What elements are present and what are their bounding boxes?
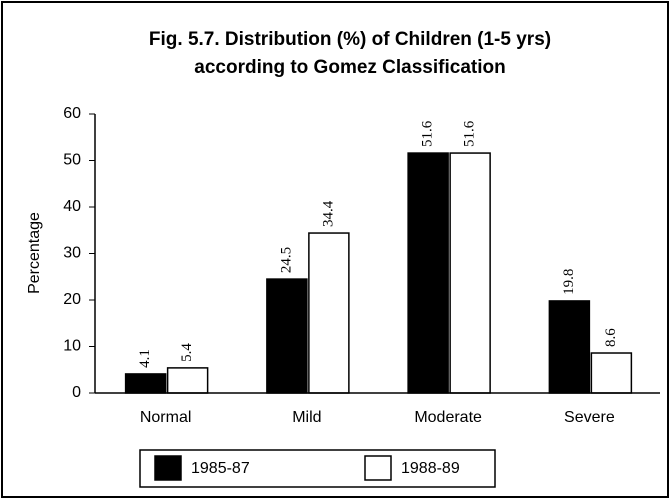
data-label: 4.1	[137, 349, 153, 368]
bar	[590, 352, 633, 394]
x-tick-label: Moderate	[414, 409, 482, 426]
chart-title: according to Gomez Classification	[194, 57, 505, 78]
legend-swatch	[154, 455, 182, 481]
y-tick-label: 40	[63, 198, 81, 215]
y-tick-label: 20	[63, 291, 81, 308]
data-label: 51.6	[420, 120, 436, 147]
bar	[308, 232, 350, 394]
bar	[407, 152, 449, 394]
bar	[266, 278, 308, 394]
y-tick-label: 50	[63, 152, 81, 169]
data-label: 51.6	[462, 120, 478, 147]
chart-title: Fig. 5.7. Distribution (%) of Children (…	[149, 29, 551, 50]
x-tick-label: Mild	[292, 409, 321, 426]
bar	[124, 373, 167, 394]
y-tick-label: 0	[72, 384, 81, 401]
data-label: 24.5	[278, 247, 294, 273]
bar	[548, 300, 591, 394]
legend-box	[139, 449, 496, 488]
y-tick-label: 60	[63, 105, 81, 122]
data-label: 19.8	[561, 269, 577, 295]
data-label: 8.6	[603, 328, 619, 347]
bar	[449, 152, 491, 394]
legend-label: 1988-89	[401, 460, 460, 477]
bar	[166, 367, 209, 394]
x-tick-label: Normal	[140, 409, 192, 426]
y-tick-label: 10	[63, 338, 81, 355]
data-label: 34.4	[320, 200, 336, 227]
x-tick-label: Severe	[564, 409, 615, 426]
y-tick-label: 30	[63, 245, 81, 262]
y-axis-label: Percentage	[26, 212, 43, 294]
legend-swatch	[364, 455, 392, 481]
data-label: 5.4	[179, 343, 195, 362]
legend-label: 1985-87	[191, 460, 250, 477]
